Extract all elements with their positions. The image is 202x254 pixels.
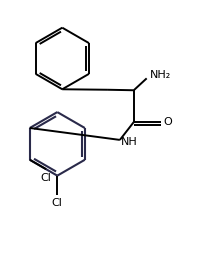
Text: NH₂: NH₂	[150, 70, 171, 80]
Text: O: O	[163, 117, 172, 127]
Text: Cl: Cl	[52, 198, 63, 208]
Text: NH: NH	[121, 137, 138, 147]
Text: Cl: Cl	[41, 173, 52, 183]
